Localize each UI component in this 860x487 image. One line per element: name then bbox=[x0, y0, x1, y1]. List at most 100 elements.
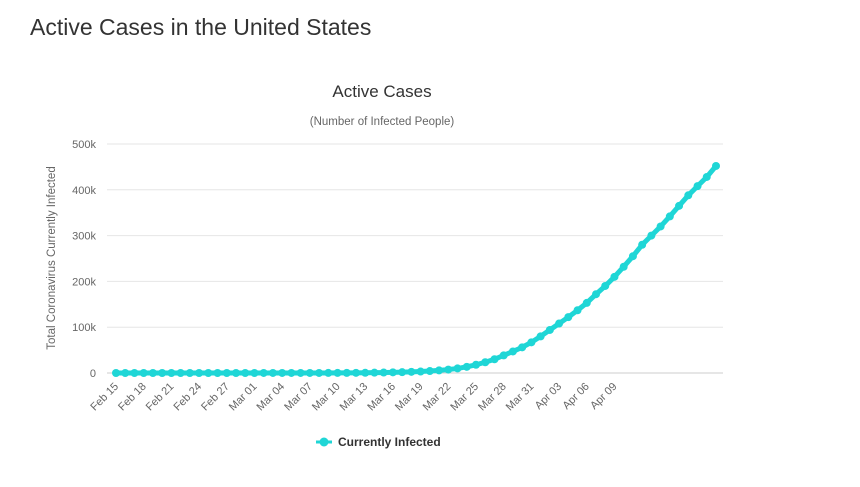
data-point[interactable] bbox=[259, 368, 268, 377]
series-currently-infected bbox=[112, 161, 720, 377]
data-point[interactable] bbox=[158, 368, 167, 377]
data-point[interactable] bbox=[702, 172, 711, 181]
legend-label: Currently Infected bbox=[338, 435, 441, 449]
x-tick-label: Feb 24 bbox=[171, 381, 204, 414]
x-tick-label: Feb 21 bbox=[144, 381, 177, 414]
x-tick-label: Mar 01 bbox=[227, 381, 260, 414]
data-point[interactable] bbox=[592, 290, 600, 299]
x-tick-label: Feb 18 bbox=[116, 381, 149, 414]
data-point[interactable] bbox=[444, 365, 453, 374]
data-point[interactable] bbox=[213, 368, 222, 377]
data-point[interactable] bbox=[684, 191, 693, 200]
data-point[interactable] bbox=[370, 368, 379, 377]
x-tick-label: Mar 04 bbox=[255, 381, 288, 414]
y-tick-label: 400k bbox=[72, 185, 96, 197]
y-tick-label: 300k bbox=[72, 231, 96, 243]
data-point[interactable] bbox=[555, 319, 564, 328]
data-point[interactable] bbox=[139, 368, 148, 377]
data-point[interactable] bbox=[361, 368, 370, 377]
data-point[interactable] bbox=[333, 368, 342, 377]
x-tick-label: Mar 25 bbox=[448, 381, 481, 414]
data-point[interactable] bbox=[508, 347, 517, 356]
data-point[interactable] bbox=[712, 161, 720, 170]
x-tick-label: Mar 16 bbox=[365, 381, 398, 414]
data-point[interactable] bbox=[536, 332, 545, 341]
data-point[interactable] bbox=[130, 368, 139, 377]
x-tick-label: Mar 10 bbox=[310, 381, 343, 414]
data-point[interactable] bbox=[204, 368, 213, 377]
data-point[interactable] bbox=[167, 368, 176, 377]
data-point[interactable] bbox=[398, 368, 407, 377]
data-point[interactable] bbox=[527, 338, 536, 347]
data-point[interactable] bbox=[241, 368, 250, 377]
data-point[interactable] bbox=[601, 281, 610, 290]
data-point[interactable] bbox=[195, 368, 204, 377]
data-point[interactable] bbox=[472, 360, 480, 369]
data-point[interactable] bbox=[305, 368, 314, 377]
x-tick-label: Mar 19 bbox=[393, 381, 426, 414]
data-point[interactable] bbox=[268, 368, 277, 377]
legend[interactable]: Currently Infected bbox=[316, 435, 441, 449]
data-point[interactable] bbox=[121, 368, 130, 377]
chart-title: Active Cases bbox=[332, 82, 431, 101]
data-point[interactable] bbox=[407, 367, 416, 376]
data-point[interactable] bbox=[573, 306, 582, 315]
data-point[interactable] bbox=[610, 272, 619, 281]
data-point[interactable] bbox=[388, 368, 397, 377]
data-point[interactable] bbox=[545, 325, 554, 334]
x-tick-label: Apr 09 bbox=[588, 381, 619, 412]
data-point[interactable] bbox=[656, 222, 665, 231]
data-point[interactable] bbox=[665, 212, 674, 221]
x-tick-label: Mar 31 bbox=[504, 381, 537, 414]
x-tick-label: Mar 22 bbox=[421, 381, 454, 414]
data-point[interactable] bbox=[379, 368, 388, 377]
data-point[interactable] bbox=[582, 298, 591, 307]
x-tick-label: Mar 07 bbox=[282, 381, 315, 414]
data-point[interactable] bbox=[185, 368, 194, 377]
data-point[interactable] bbox=[232, 368, 240, 377]
x-tick-label: Feb 15 bbox=[88, 381, 121, 414]
data-point[interactable] bbox=[287, 368, 296, 377]
y-axis-ticks: 0 100k 200k 300k 400k 500k bbox=[72, 139, 96, 380]
data-point[interactable] bbox=[112, 368, 120, 377]
data-point[interactable] bbox=[315, 368, 324, 377]
y-axis-title: Total Coronavirus Currently Infected bbox=[46, 166, 58, 349]
page-title: Active Cases in the United States bbox=[30, 14, 372, 40]
legend-marker-icon bbox=[319, 437, 329, 447]
data-point[interactable] bbox=[425, 367, 434, 376]
data-point[interactable] bbox=[296, 368, 305, 377]
data-point[interactable] bbox=[564, 313, 573, 322]
y-tick-label: 500k bbox=[72, 139, 96, 151]
data-point[interactable] bbox=[628, 252, 637, 261]
x-tick-label: Mar 13 bbox=[338, 381, 371, 414]
data-point[interactable] bbox=[176, 368, 185, 377]
data-point[interactable] bbox=[638, 240, 647, 249]
data-point[interactable] bbox=[416, 367, 425, 376]
data-point[interactable] bbox=[462, 362, 471, 371]
data-point[interactable] bbox=[490, 355, 499, 364]
data-point[interactable] bbox=[481, 358, 490, 367]
data-point[interactable] bbox=[250, 368, 259, 377]
data-point[interactable] bbox=[352, 368, 360, 377]
y-tick-label: 100k bbox=[72, 322, 96, 334]
y-tick-label: 0 bbox=[90, 368, 96, 380]
data-point[interactable] bbox=[619, 262, 628, 271]
data-point[interactable] bbox=[435, 366, 444, 375]
data-point[interactable] bbox=[453, 364, 462, 373]
data-point[interactable] bbox=[342, 368, 351, 377]
data-point[interactable] bbox=[222, 368, 231, 377]
data-point[interactable] bbox=[647, 231, 656, 240]
data-point[interactable] bbox=[324, 368, 333, 377]
data-point[interactable] bbox=[675, 201, 684, 210]
data-point[interactable] bbox=[148, 368, 157, 377]
y-tick-label: 200k bbox=[72, 276, 96, 288]
chart-subtitle: (Number of Infected People) bbox=[310, 116, 455, 128]
x-tick-label: Feb 27 bbox=[199, 381, 232, 414]
data-point[interactable] bbox=[499, 351, 508, 360]
data-point[interactable] bbox=[278, 368, 287, 377]
x-tick-label: Mar 28 bbox=[476, 381, 509, 414]
data-point[interactable] bbox=[693, 182, 702, 191]
data-point[interactable] bbox=[518, 343, 527, 352]
